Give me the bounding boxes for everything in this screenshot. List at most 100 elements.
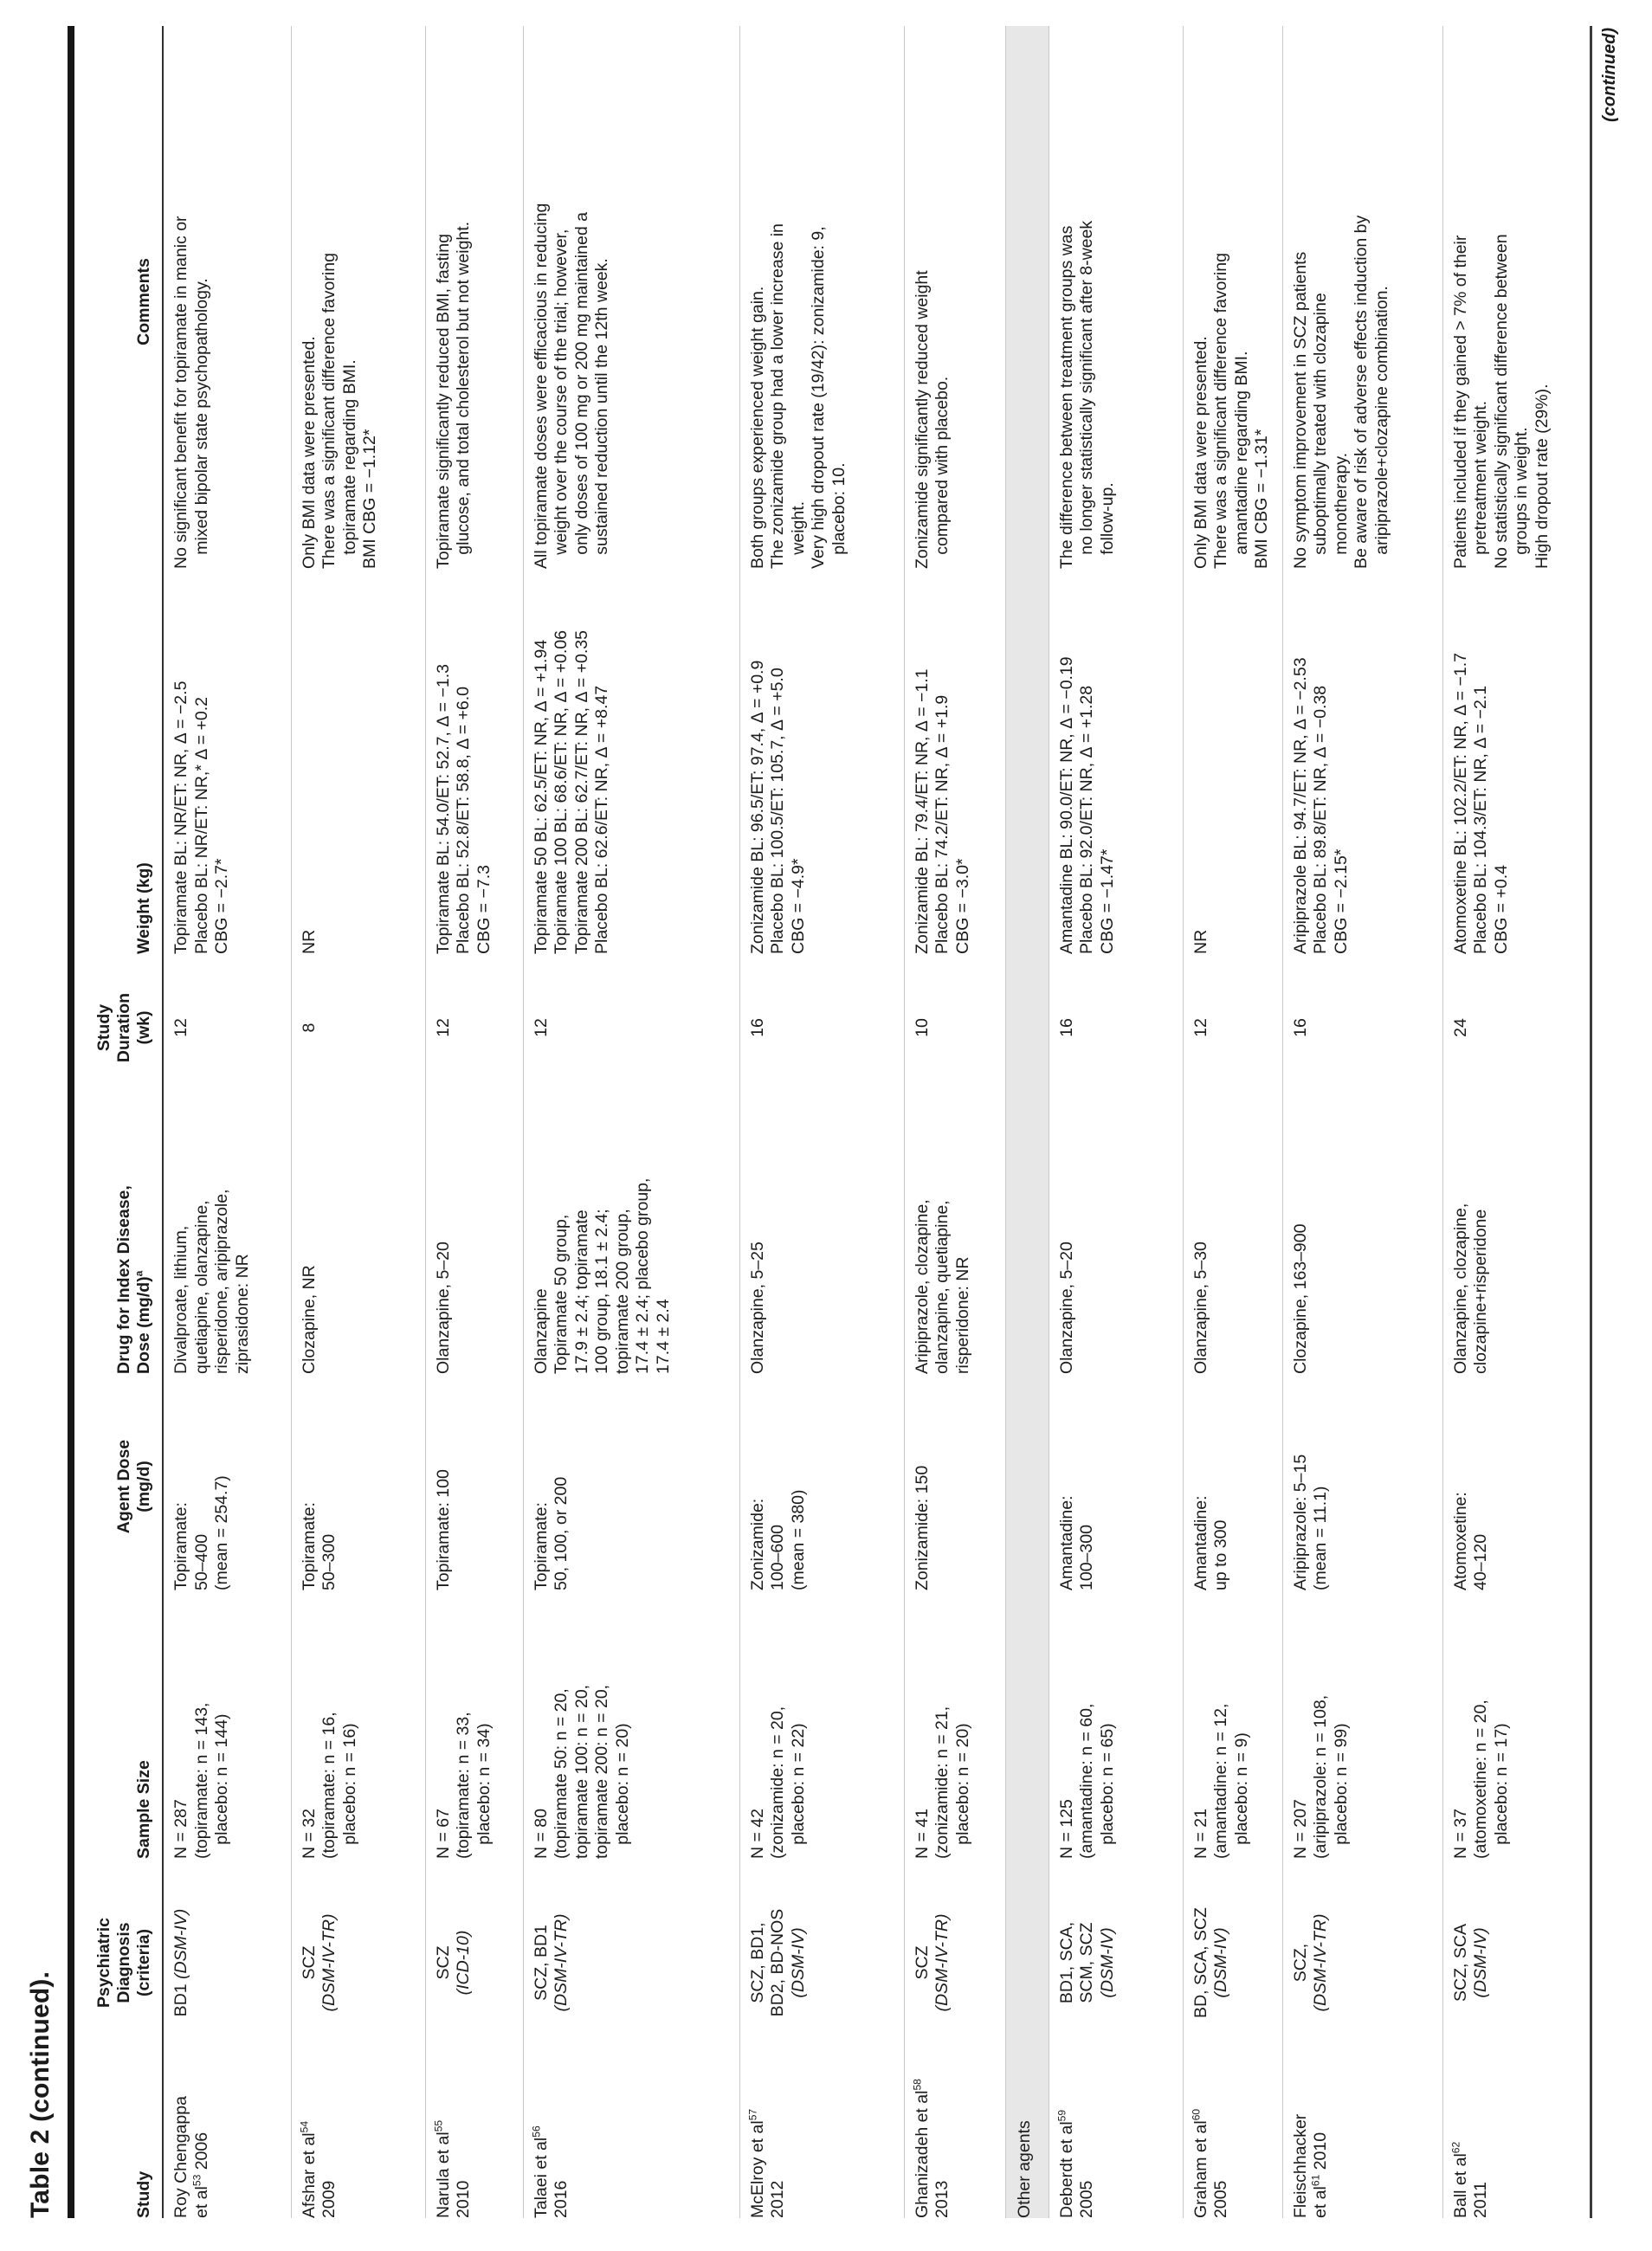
cell-diagnosis: SCZ, BD1, BD2, BD-NOS (DSM-IV) <box>747 1908 808 2017</box>
cell-comments: Only BMI data were presented. There was … <box>1191 253 1272 569</box>
cell-agent-dose: Topiramate: 50, 100, or 200 <box>531 1476 571 1590</box>
reference-superscript: 56 <box>530 2125 542 2138</box>
cell-agent-dose: Topiramate: 50–300 <box>299 1502 339 1590</box>
cell-sample-size: N = 207 (aripiprazole: n = 108, placebo:… <box>1290 1694 1351 1859</box>
cell-diagnosis: BD1, SCA, SCM, SCZ (DSM-IV) <box>1056 1921 1117 2004</box>
reference-superscript: 59 <box>1055 2109 1068 2122</box>
cell-study: Ghanizadeh et al58 2013 <box>911 2079 952 2218</box>
reference-superscript: 54 <box>298 2120 310 2133</box>
cell-index-drug: Olanzapine, 5–30 <box>1191 1242 1210 1374</box>
col-header-weight: Weight (kg) <box>134 862 153 954</box>
table-row: McElroy et al57 2012 SCZ, BD1, BD2, BD-N… <box>739 26 904 2218</box>
table-row: Graham et al60 2005 BD, SCA, SCZ (DSM-IV… <box>1183 26 1282 2218</box>
continued-note: (continued) <box>1600 28 1619 122</box>
cell-diagnosis: SCZ (DSM-IV-TR) <box>912 1913 952 2012</box>
col-header-index-drug: Drug for Index Disease, Dose (mg/d)a <box>114 1185 153 1374</box>
col-header-agent-dose: Agent Dose (mg/d) <box>114 1439 153 1534</box>
cell-duration: 16 <box>747 1018 767 1037</box>
cell-sample-size: N = 287 (topiramate: n = 143, placebo: n… <box>171 1702 231 1859</box>
cell-comments: Patients included if they gained > 7% of… <box>1450 234 1552 569</box>
table-row: Ball et al62 2011 SCZ, SCA (DSM-IV) N = … <box>1442 26 1590 2218</box>
cell-study: Fleischhacker et al61 2010 <box>1290 2113 1331 2218</box>
cell-agent-dose: Topiramate: 100 <box>433 1469 453 1590</box>
cell-sample-size: N = 80 (topiramate 50: n = 20, topiramat… <box>531 1684 632 1859</box>
study-table-frame: Study Psychiatric Diagnosis (criteria) S… <box>68 26 1592 2218</box>
cell-duration: 24 <box>1450 1018 1470 1037</box>
cell-comments: All topiramate doses were efficacious in… <box>531 203 612 569</box>
reference-superscript: 62 <box>1449 2141 1462 2154</box>
col-header-comments: Comments <box>134 258 153 345</box>
reference-superscript: 58 <box>911 2079 923 2091</box>
table-title: Table 2 (continued). <box>26 1970 55 2218</box>
cell-diagnosis: SCZ (ICD-10) <box>433 1930 474 1996</box>
section-label: Other agents <box>1014 2120 1034 2218</box>
cell-study: Graham et al60 2005 <box>1190 2108 1230 2218</box>
cell-comments: Only BMI data were presented. There was … <box>299 253 380 569</box>
cell-weight: Topiramate BL: 54.0/ET: 52.7, Δ = −1.3 P… <box>433 664 494 954</box>
col-header-diagnosis: Psychiatric Diagnosis (criteria) <box>94 1917 153 2009</box>
cell-duration: 12 <box>1191 1018 1210 1037</box>
cell-diagnosis: BD1 (DSM-IV) <box>171 1908 190 2017</box>
footnote-marker-a: a <box>132 1270 145 1277</box>
cell-diagnosis: SCZ, SCA (DSM-IV) <box>1450 1924 1491 2002</box>
cell-comments: Topiramate significantly reduced BMI, fa… <box>433 221 474 569</box>
cell-duration: 10 <box>912 1018 932 1037</box>
cell-duration: 12 <box>531 1018 551 1037</box>
cell-index-drug: Olanzapine, 5–25 <box>747 1242 767 1374</box>
reference-superscript: 53 <box>190 2174 203 2187</box>
table-row: Narula et al55 2010 SCZ (ICD-10) N = 67 … <box>425 26 523 2218</box>
cell-agent-dose: Zonizamide: 100–600 (mean = 380) <box>747 1489 808 1590</box>
cell-weight: Amantadine BL: 90.0/ET: NR, Δ = −0.19 Pl… <box>1056 656 1117 954</box>
cell-duration: 16 <box>1290 1018 1310 1037</box>
cell-index-drug: Divalproate, lithium, quetiapine, olanza… <box>171 1189 252 1374</box>
table-row: Ghanizadeh et al58 2013 SCZ (DSM-IV-TR) … <box>904 26 1005 2218</box>
cell-study: Narula et al55 2010 <box>432 2119 473 2218</box>
cell-index-drug: Clozapine, 163–900 <box>1290 1223 1310 1374</box>
reference-superscript: 57 <box>746 2108 758 2121</box>
cell-agent-dose: Zonizamide: 150 <box>912 1465 932 1590</box>
col-header-study: Study <box>134 2170 153 2218</box>
cell-weight: NR <box>299 929 319 954</box>
cell-index-drug: Olanzapine Topiramate 50 group, 17.9 ± 2… <box>531 1177 673 1374</box>
cell-sample-size: N = 32 (topiramate: n = 16, placebo: n =… <box>299 1712 359 1859</box>
cell-agent-dose: Amantadine: 100–300 <box>1056 1495 1097 1591</box>
cell-study: Talaei et al56 2016 <box>530 2125 571 2218</box>
cell-sample-size: N = 67 (topiramate: n = 33, placebo: n =… <box>433 1712 494 1859</box>
cell-sample-size: N = 125 (amantadine: n = 60, placebo: n … <box>1056 1703 1117 1859</box>
cell-comments: Both groups experienced weight gain. The… <box>747 223 849 569</box>
table-header: Study Psychiatric Diagnosis (criteria) S… <box>74 26 163 2218</box>
cell-study: Deberdt et al59 2005 <box>1055 2109 1096 2218</box>
cell-sample-size: N = 42 (zonizamide: n = 20, placebo: n =… <box>747 1706 808 1859</box>
cell-index-drug: Olanzapine, 5–20 <box>1056 1242 1076 1374</box>
reference-superscript: 60 <box>1190 2108 1202 2121</box>
reference-superscript: 61 <box>1309 2174 1322 2187</box>
study-table: Study Psychiatric Diagnosis (criteria) S… <box>74 26 1590 2218</box>
cell-agent-dose: Amantadine: up to 300 <box>1191 1495 1231 1591</box>
cell-weight: NR <box>1191 929 1210 954</box>
cell-agent-dose: Atomoxetine: 40–120 <box>1450 1492 1491 1590</box>
cell-duration: 12 <box>433 1018 453 1037</box>
cell-study: Ball et al62 2011 <box>1449 2141 1490 2218</box>
cell-weight: Aripiprazole BL: 94.7/ET: NR, Δ = −2.53 … <box>1290 657 1351 954</box>
cell-weight: Atomoxetine BL: 102.2/ET: NR, Δ = −1.7 P… <box>1450 653 1511 954</box>
cell-index-drug: Clozapine, NR <box>299 1265 319 1374</box>
cell-study: Roy Chengappa et al53 2006 <box>171 2096 211 2218</box>
cell-sample-size: N = 21 (amantadine: n = 12, placebo: n =… <box>1191 1703 1251 1859</box>
cell-comments: The difference between treatment groups … <box>1056 220 1117 569</box>
cell-diagnosis: BD, SCA, SCZ (DSM-IV) <box>1191 1907 1231 2018</box>
cell-weight: Topiramate BL: NR/ET: NR, Δ = −2.5 Place… <box>171 680 231 954</box>
cell-weight: Topiramate 50 BL: 62.5/ET: NR, Δ = +1.94… <box>531 630 612 954</box>
cell-diagnosis: SCZ, BD1 (DSM-IV-TR) <box>531 1913 571 2012</box>
col-header-sample-size: Sample Size <box>134 1760 153 1859</box>
cell-duration: 12 <box>171 1018 190 1037</box>
cell-diagnosis: SCZ (DSM-IV-TR) <box>299 1913 339 2012</box>
cell-index-drug: Olanzapine, clozapine, clozapine+risperi… <box>1450 1203 1491 1374</box>
table-row: Talaei et al56 2016 SCZ, BD1 (DSM-IV-TR)… <box>523 26 739 2218</box>
cell-study: McElroy et al57 2012 <box>746 2108 787 2218</box>
table-row: Afshar et al54 2009 SCZ (DSM-IV-TR) N = … <box>291 26 425 2218</box>
cell-duration: 16 <box>1056 1018 1076 1037</box>
cell-sample-size: N = 37 (atomoxetine: n = 20, placebo: n … <box>1450 1700 1511 1859</box>
cell-agent-dose: Topiramate: 50–400 (mean = 254.7) <box>171 1475 231 1590</box>
cell-duration: 8 <box>299 1022 319 1033</box>
